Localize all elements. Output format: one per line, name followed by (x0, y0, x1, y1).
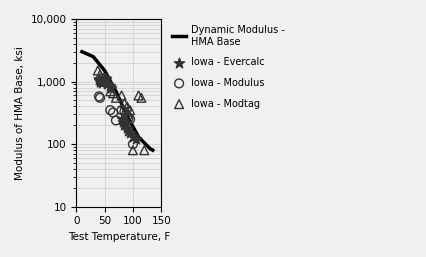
Iowa - Evercalc (119, 120, 126, 124)
Iowa - Modtag (118, 93, 125, 97)
Iowa - Evercalc (106, 84, 113, 88)
Iowa - Evercalc (104, 82, 111, 87)
Iowa - Evercalc (124, 126, 130, 130)
Iowa - Evercalc (95, 77, 102, 81)
Iowa - Evercalc (121, 123, 127, 127)
Iowa - Modulus (109, 111, 116, 115)
Iowa - Modtag (141, 148, 147, 152)
Dynamic Modulus -
HMA Base (79, 50, 84, 53)
Iowa - Evercalc (125, 129, 132, 133)
Iowa - Modulus (127, 117, 133, 121)
X-axis label: Test Temperature, F: Test Temperature, F (67, 232, 170, 242)
Iowa - Modtag (106, 89, 113, 93)
Iowa - Modtag (121, 101, 127, 105)
Iowa - Evercalc (132, 137, 139, 141)
Iowa - Evercalc (96, 79, 103, 84)
Y-axis label: Modulus of HMA Base, ksi: Modulus of HMA Base, ksi (15, 46, 25, 180)
Iowa - Modulus (95, 94, 102, 98)
Legend: Dynamic Modulus -
HMA Base, Iowa - Evercalc, Iowa - Modulus, Iowa - Modtag: Dynamic Modulus - HMA Base, Iowa - Everc… (167, 20, 289, 114)
Iowa - Modtag (100, 76, 106, 80)
Iowa - Modtag (124, 104, 130, 108)
Iowa - Evercalc (101, 76, 108, 80)
Iowa - Modtag (138, 96, 144, 100)
Iowa - Modulus (106, 108, 113, 112)
Iowa - Modulus (118, 108, 125, 112)
Iowa - Evercalc (108, 86, 115, 90)
Dynamic Modulus -
HMA Base (150, 149, 155, 152)
Iowa - Modtag (104, 78, 111, 82)
Iowa - Modtag (135, 93, 142, 97)
Dynamic Modulus -
HMA Base (90, 55, 95, 58)
Iowa - Evercalc (95, 78, 102, 82)
Iowa - Evercalc (118, 117, 125, 121)
Dynamic Modulus -
HMA Base (147, 147, 152, 150)
Line: Dynamic Modulus -
HMA Base: Dynamic Modulus - HMA Base (82, 52, 153, 150)
Iowa - Evercalc (102, 77, 109, 81)
Iowa - Evercalc (98, 81, 105, 85)
Iowa - Modulus (125, 116, 132, 120)
Iowa - Modulus (121, 110, 127, 114)
Iowa - Evercalc (122, 121, 129, 125)
Iowa - Evercalc (129, 135, 136, 139)
Iowa - Modtag (127, 108, 133, 112)
Iowa - Modulus (112, 118, 119, 122)
Dynamic Modulus -
HMA Base (124, 115, 130, 118)
Iowa - Modulus (122, 112, 129, 116)
Iowa - Modtag (94, 69, 101, 73)
Dynamic Modulus -
HMA Base (136, 135, 141, 139)
Iowa - Modtag (109, 91, 116, 95)
Iowa - Evercalc (127, 131, 133, 135)
Iowa - Modtag (129, 148, 136, 152)
Iowa - Modtag (102, 79, 109, 84)
Iowa - Modulus (129, 142, 136, 146)
Dynamic Modulus -
HMA Base (113, 90, 118, 93)
Dynamic Modulus -
HMA Base (102, 69, 107, 72)
Iowa - Modtag (96, 72, 103, 77)
Iowa - Modulus (96, 96, 103, 100)
Iowa - Modtag (112, 96, 119, 100)
Iowa - Modulus (124, 114, 130, 118)
